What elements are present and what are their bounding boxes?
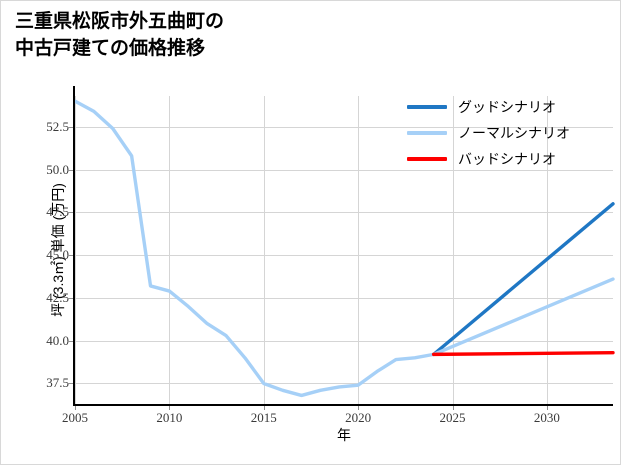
legend-item-label: バッドシナリオ xyxy=(458,151,556,167)
legend-item[interactable]: ノーマルシナリオ xyxy=(407,120,607,146)
gridline-horizontal xyxy=(75,255,613,257)
x-axis-tick-label: 2030 xyxy=(533,410,560,425)
x-axis-tick xyxy=(546,404,548,410)
gridline-vertical xyxy=(452,96,454,404)
x-axis-tick-label: 2015 xyxy=(250,410,277,425)
legend-color-swatch xyxy=(407,105,447,109)
gridline-horizontal xyxy=(75,126,613,128)
y-axis-tick xyxy=(67,383,73,385)
y-axis-tick-label: 45.0 xyxy=(46,247,69,263)
y-axis-tick-label: 47.5 xyxy=(46,204,69,220)
legend-item[interactable]: グッドシナリオ xyxy=(407,94,607,120)
x-axis-tick-label: 2025 xyxy=(439,410,466,425)
series-line xyxy=(73,99,436,398)
x-axis-line xyxy=(73,404,613,406)
legend-item-label: ノーマルシナリオ xyxy=(458,125,570,141)
y-axis-tick-label: 42.5 xyxy=(46,289,69,305)
x-axis-tick xyxy=(263,404,265,410)
y-axis-tick-label: 37.5 xyxy=(46,375,69,391)
y-axis-line xyxy=(73,86,75,404)
legend-item-label: グッドシナリオ xyxy=(458,99,556,115)
gridline-horizontal xyxy=(75,212,613,214)
y-axis-tick xyxy=(67,297,73,299)
plot-area xyxy=(67,86,615,410)
data-series-layer xyxy=(73,99,615,398)
gridline-horizontal xyxy=(75,340,613,342)
x-axis-tick-labels: 2005 2010 2015 2020 2025 2030 xyxy=(62,408,615,428)
x-axis-tick-label: 2005 xyxy=(62,410,88,425)
chart-title: 三重県松阪市外五曲町の 中古戸建ての価格推移 xyxy=(15,11,225,59)
gridline-horizontal xyxy=(75,297,613,299)
y-axis-tick-label: 52.5 xyxy=(46,118,69,134)
y-axis-tick-labels: 37.5 40.0 42.5 45.0 47.5 50.0 52.5 xyxy=(1,96,69,404)
series-line xyxy=(431,202,615,357)
y-axis-tick xyxy=(67,169,73,171)
y-axis-tick-label: 50.0 xyxy=(46,161,69,177)
y-axis-tick xyxy=(67,126,73,128)
x-axis-tick xyxy=(169,404,171,410)
y-axis-tick xyxy=(67,212,73,214)
y-axis-tick xyxy=(67,255,73,257)
gridline-vertical xyxy=(75,96,76,404)
series-line xyxy=(431,277,615,357)
x-axis-tick xyxy=(358,404,360,410)
series-line xyxy=(431,350,615,357)
chart-legend: グッドシナリオ ノーマルシナリオ バッドシナリオ xyxy=(407,94,607,172)
gridline-vertical xyxy=(169,96,171,404)
legend-item[interactable]: バッドシナリオ xyxy=(407,146,607,172)
x-axis-tick xyxy=(452,404,454,410)
gridline-horizontal xyxy=(75,383,613,385)
x-axis-tick xyxy=(75,404,76,410)
legend-color-swatch xyxy=(407,157,447,161)
x-axis-tick-label: 2010 xyxy=(156,410,183,425)
x-axis-title: 年 xyxy=(337,427,351,443)
gridline-vertical xyxy=(546,96,548,404)
x-axis-tick-label: 2020 xyxy=(345,410,372,425)
gridline-vertical xyxy=(263,96,265,404)
gridline-horizontal xyxy=(75,169,613,171)
legend-color-swatch xyxy=(407,131,447,135)
y-axis-tick-label: 40.0 xyxy=(46,332,69,348)
gridline-vertical xyxy=(358,96,360,404)
y-axis-tick xyxy=(67,340,73,342)
